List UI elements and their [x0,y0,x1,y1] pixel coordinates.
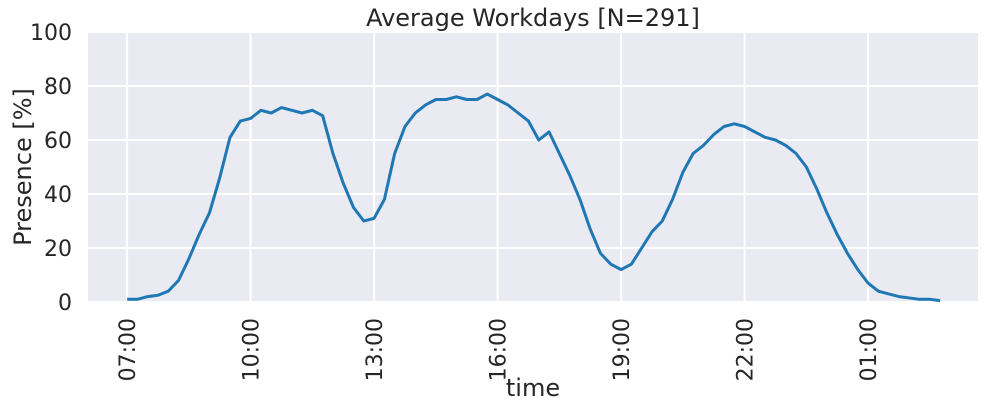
x-tick-label: 19:00 [610,318,635,381]
y-axis-label: Presence [%] [9,88,37,246]
x-tick-label: 01:00 [857,318,882,381]
y-tick-label: 20 [44,237,72,262]
y-tick-label: 60 [44,129,72,154]
plot-area [88,32,978,302]
x-tick-label: 13:00 [363,318,388,381]
x-tick-label: 07:00 [116,318,141,381]
line-series [127,92,941,303]
y-tick-label: 80 [44,75,72,100]
chart-title: Average Workdays [N=291] [366,4,700,32]
y-tick-label: 40 [44,183,72,208]
y-tick-label: 0 [58,291,72,316]
x-tick-label: 22:00 [734,318,759,381]
x-axis-label: time [506,374,560,402]
x-tick-label: 16:00 [487,318,512,381]
y-tick-label: 100 [30,21,72,46]
x-tick-label: 10:00 [240,318,265,381]
